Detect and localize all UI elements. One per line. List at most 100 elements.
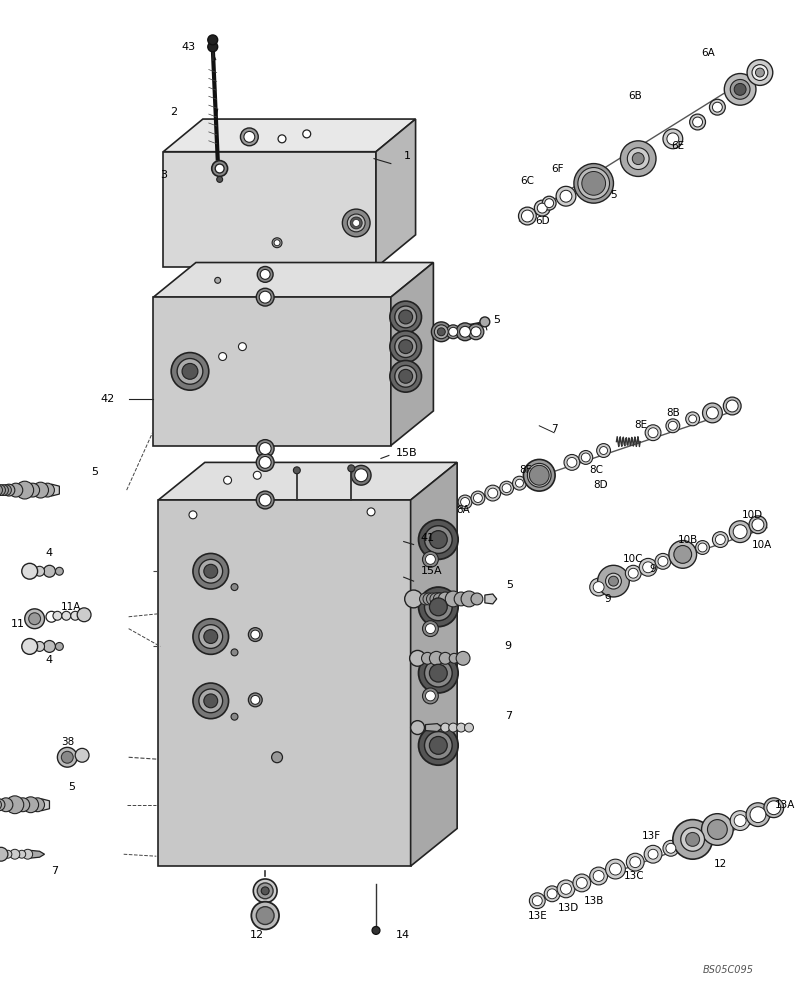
Text: 14: 14: [396, 930, 410, 940]
Circle shape: [648, 428, 658, 438]
Text: BS05C095: BS05C095: [703, 965, 754, 975]
Circle shape: [411, 721, 424, 735]
Circle shape: [544, 886, 560, 902]
Circle shape: [471, 593, 483, 605]
Text: 15B: 15B: [396, 448, 417, 458]
Circle shape: [573, 874, 591, 892]
Circle shape: [712, 532, 728, 547]
Circle shape: [18, 850, 25, 858]
Circle shape: [582, 171, 606, 195]
Circle shape: [399, 369, 412, 383]
Circle shape: [685, 412, 700, 426]
Circle shape: [644, 845, 662, 863]
Circle shape: [750, 807, 766, 823]
Circle shape: [433, 593, 445, 605]
Circle shape: [461, 591, 477, 607]
Circle shape: [724, 397, 741, 415]
Circle shape: [449, 653, 459, 663]
Circle shape: [0, 485, 6, 496]
Circle shape: [426, 691, 435, 701]
Circle shape: [189, 511, 197, 519]
Circle shape: [597, 444, 611, 457]
Circle shape: [23, 797, 38, 813]
Circle shape: [240, 128, 258, 146]
Circle shape: [461, 498, 470, 506]
Circle shape: [395, 336, 416, 358]
Circle shape: [41, 483, 54, 497]
Text: 9: 9: [505, 641, 512, 651]
Circle shape: [204, 564, 217, 578]
Circle shape: [685, 832, 700, 846]
Circle shape: [256, 453, 274, 471]
Circle shape: [204, 630, 217, 643]
Circle shape: [4, 850, 12, 858]
Circle shape: [367, 508, 375, 516]
Circle shape: [590, 578, 607, 596]
Circle shape: [485, 485, 501, 501]
Circle shape: [23, 849, 33, 859]
Circle shape: [426, 624, 435, 634]
Circle shape: [272, 238, 282, 248]
Circle shape: [261, 887, 269, 895]
Polygon shape: [158, 500, 411, 866]
Text: 13D: 13D: [557, 903, 579, 913]
Circle shape: [259, 494, 271, 506]
Circle shape: [217, 176, 223, 182]
Circle shape: [0, 485, 2, 496]
Circle shape: [560, 190, 572, 202]
Circle shape: [215, 164, 224, 173]
Circle shape: [21, 563, 37, 579]
Circle shape: [435, 325, 448, 339]
Text: 13B: 13B: [583, 896, 604, 906]
Circle shape: [533, 896, 542, 906]
Circle shape: [259, 443, 271, 454]
Circle shape: [429, 736, 447, 754]
Circle shape: [199, 689, 223, 713]
Circle shape: [429, 531, 447, 548]
Circle shape: [16, 798, 29, 812]
Circle shape: [764, 798, 784, 818]
Circle shape: [419, 587, 458, 627]
Circle shape: [251, 695, 259, 704]
Circle shape: [458, 495, 472, 509]
Circle shape: [716, 535, 725, 545]
Circle shape: [257, 266, 273, 282]
Circle shape: [424, 526, 452, 553]
Text: 10B: 10B: [677, 535, 698, 545]
Text: 4: 4: [46, 548, 53, 558]
Text: 1: 1: [404, 151, 411, 161]
Circle shape: [474, 494, 482, 502]
Text: 3: 3: [160, 170, 167, 180]
Circle shape: [224, 476, 232, 484]
Circle shape: [61, 751, 73, 763]
Circle shape: [480, 317, 490, 327]
Text: 6D: 6D: [535, 216, 549, 226]
Circle shape: [457, 723, 466, 732]
Circle shape: [423, 593, 435, 605]
Text: 8F: 8F: [520, 465, 532, 475]
Circle shape: [590, 867, 607, 885]
Circle shape: [544, 199, 553, 208]
Circle shape: [0, 485, 9, 496]
Circle shape: [437, 328, 445, 336]
Circle shape: [669, 421, 677, 430]
Circle shape: [767, 801, 781, 815]
Circle shape: [351, 465, 371, 485]
Text: 4: 4: [46, 655, 53, 665]
Circle shape: [239, 343, 247, 351]
Circle shape: [395, 365, 416, 387]
Text: 12: 12: [714, 859, 727, 869]
Circle shape: [666, 843, 676, 853]
Text: 2: 2: [170, 107, 178, 117]
Text: 13C: 13C: [623, 871, 644, 881]
Circle shape: [21, 639, 37, 654]
Circle shape: [6, 796, 24, 814]
Polygon shape: [49, 484, 60, 496]
Text: 6E: 6E: [671, 141, 685, 151]
Text: 6F: 6F: [551, 164, 564, 174]
Circle shape: [231, 584, 238, 591]
Circle shape: [302, 130, 310, 138]
Text: 13E: 13E: [528, 911, 547, 921]
Circle shape: [529, 893, 545, 909]
Circle shape: [560, 883, 572, 894]
